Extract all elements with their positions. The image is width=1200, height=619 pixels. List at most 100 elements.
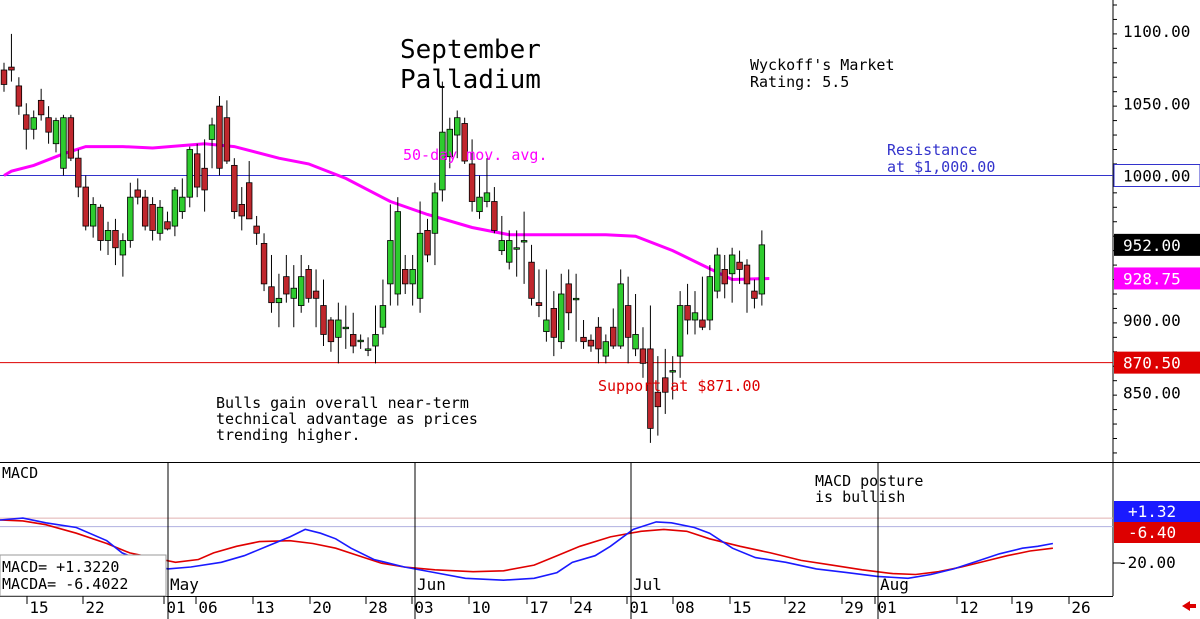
candle-body: [721, 269, 728, 285]
x-tick-label: 12: [959, 598, 978, 617]
candle-body: [186, 149, 193, 198]
month-label: May: [170, 575, 199, 594]
macda-readout: MACDA= -6.4022: [2, 575, 128, 593]
candle-body: [305, 269, 312, 299]
axis-background: [1114, 0, 1200, 462]
moving-average: [3, 142, 770, 282]
candle-body: [350, 334, 357, 347]
candle-body: [82, 186, 89, 227]
candle-body: [543, 319, 550, 332]
rating-line-1: Wyckoff's Market: [750, 56, 895, 74]
candle-body: [75, 157, 82, 188]
candle-body: [691, 312, 699, 321]
candle-body: [15, 85, 23, 107]
candle-body: [446, 128, 453, 158]
macd-readout: MACD= +1.3220: [2, 558, 119, 576]
candle-body: [127, 196, 134, 241]
candle-body: [728, 254, 736, 275]
x-tick-label: 01: [629, 598, 648, 617]
candle-body: [141, 196, 149, 227]
candle-body: [297, 276, 305, 306]
candle-body: [684, 305, 691, 321]
x-tick-label: 22: [85, 598, 104, 617]
candle-body: [260, 243, 268, 285]
candle-body: [112, 230, 119, 249]
signal-tag-bg: [1114, 522, 1200, 543]
x-tick-label: 06: [198, 598, 217, 617]
candle-body: [565, 283, 572, 314]
candle-body: [179, 196, 186, 213]
candles: [0, 33, 766, 443]
candle-body: [402, 269, 409, 285]
resistance-price-tag-bg: [1114, 164, 1200, 187]
candle-body: [216, 105, 223, 169]
x-tick-label: 28: [368, 598, 387, 617]
candle-body: [8, 66, 15, 71]
x-tick-label: 03: [414, 598, 433, 617]
candle-body: [632, 334, 639, 350]
macd-floor-label: -20.00: [1118, 553, 1176, 572]
candle-body: [372, 334, 379, 347]
candle-body: [312, 290, 320, 299]
candle-body: [193, 153, 201, 188]
candle-body: [647, 348, 654, 429]
x-tick-label: 22: [787, 598, 806, 617]
candle-body: [245, 182, 253, 220]
y-tick-label: 850.00: [1123, 383, 1181, 402]
candle-body: [320, 305, 327, 335]
candle-body: [253, 225, 260, 234]
candle-body: [758, 244, 766, 295]
x-tick-label: 29: [844, 598, 863, 617]
y-tick-label: 900.00: [1123, 311, 1181, 330]
macd-title: MACD: [2, 464, 38, 482]
x-tick-label: 20: [312, 598, 331, 617]
candle-body: [520, 240, 528, 243]
x-tick-label: 17: [529, 598, 548, 617]
candle-body: [37, 99, 45, 116]
candle-body: [45, 117, 52, 133]
macd-tag: +1.32: [1128, 502, 1176, 521]
commentary-line-2: technical advantage as prices: [216, 410, 478, 428]
candle-body: [231, 164, 238, 213]
resistance-tag-border: [1113, 164, 1200, 187]
candle-body: [558, 293, 565, 343]
candle-body: [416, 232, 424, 299]
ma-value-tag-bg: [1114, 267, 1200, 290]
candle-body: [550, 308, 558, 338]
chart-frame: [0, 0, 1200, 597]
month-label: Aug: [880, 575, 909, 594]
macd-signal-line: [0, 519, 1053, 576]
macd-posture-1: MACD posture: [815, 472, 923, 490]
month-label: Jun: [417, 575, 446, 594]
candle-body: [699, 319, 706, 328]
candle-body: [97, 206, 104, 241]
candle-body: [30, 117, 37, 130]
chart-subtitle: Palladium: [400, 65, 541, 95]
candle-body: [119, 240, 127, 256]
candle-body: [706, 276, 714, 321]
candle-body: [610, 326, 617, 347]
candle-body: [67, 117, 75, 159]
candle-body: [639, 348, 647, 364]
resistance-label-2: at $1,000.00: [887, 158, 995, 176]
macd-tag-bg: [1114, 501, 1200, 522]
candle-body: [513, 247, 520, 250]
candle-body: [476, 196, 483, 213]
candle-body: [624, 305, 632, 338]
candle-body: [662, 377, 669, 393]
commentary-line-1: Bulls gain overall near-term: [216, 394, 469, 412]
candle-body: [223, 117, 231, 162]
ma-label: 50-day mov. avg.: [403, 146, 548, 164]
x-tick-label: 15: [29, 598, 48, 617]
resistance-price-tag: 1000.00: [1123, 167, 1190, 186]
candle-body: [335, 319, 342, 338]
level-lines: [0, 175, 1113, 364]
x-tick-label: 13: [255, 598, 274, 617]
candle-body: [52, 120, 60, 145]
candle-body: [572, 297, 580, 301]
candle-body: [676, 305, 684, 357]
candle-body: [743, 264, 751, 285]
candle-body: [104, 230, 112, 241]
candle-body: [208, 124, 216, 140]
